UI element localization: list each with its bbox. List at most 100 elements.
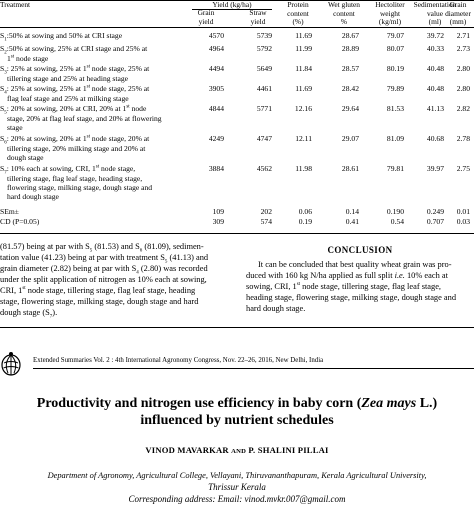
table-cell-diam: 2.80 bbox=[456, 84, 470, 93]
table-cell-straw: 5739 bbox=[256, 31, 272, 40]
table-header-rule bbox=[0, 27, 474, 28]
section-divider-rule bbox=[0, 327, 474, 328]
table-cell-grain: 3884 bbox=[208, 164, 224, 173]
table-cell-sed: 40.68 bbox=[426, 134, 444, 143]
table-cell-sed: 0.249 bbox=[426, 207, 444, 216]
table-cell-diam: 2.82 bbox=[456, 104, 470, 113]
table-cell-protein: 11.69 bbox=[295, 84, 312, 93]
left-line-3: grain diameter (2.82) being at par with … bbox=[0, 264, 208, 276]
left-line-1: (81.57) being at par with S5 (81.53) and… bbox=[0, 242, 204, 254]
table-cell-gluten: 0.14 bbox=[345, 207, 359, 216]
table-cell-hecto: 79.07 bbox=[386, 31, 404, 40]
table-cell-straw: 202 bbox=[260, 207, 272, 216]
header-grain-diameter: Grain diameter (mm) bbox=[445, 0, 471, 27]
table-cell-protein: 0.19 bbox=[298, 217, 312, 226]
table-cell-sed: 40.33 bbox=[426, 44, 444, 53]
table-cell-grain: 4844 bbox=[208, 104, 224, 113]
table-cell-grain: 109 bbox=[212, 207, 224, 216]
table-cell-straw: 574 bbox=[260, 217, 272, 226]
table-cell-hecto: 0.190 bbox=[386, 207, 404, 216]
corresponding-address: Corresponding address: Email: vinod.mvkr… bbox=[128, 494, 346, 504]
table-cell-protein: 11.84 bbox=[295, 64, 312, 73]
treatment-cell: SEm± bbox=[0, 207, 19, 216]
header-sedimentation: Sedimentation value (ml) bbox=[413, 0, 457, 27]
table-cell-straw: 5771 bbox=[256, 104, 272, 113]
table-cell-gluten: 28.89 bbox=[341, 44, 359, 53]
table-cell-sed: 40.48 bbox=[426, 84, 444, 93]
treatment-cell: CD (P=0.05) bbox=[0, 217, 40, 226]
left-line-2: tation value (41.23) being at par with t… bbox=[0, 253, 209, 265]
ornament-logo-icon bbox=[0, 351, 22, 377]
article-title-line-2: influenced by nutrient schedules bbox=[140, 413, 334, 428]
treatment-cell: S1:50% at sowing and 50% at CRI stage bbox=[0, 31, 123, 43]
table-cell-hecto: 81.53 bbox=[386, 104, 404, 113]
table-cell-grain: 4964 bbox=[208, 44, 224, 53]
table-cell-gluten: 28.61 bbox=[341, 164, 359, 173]
table-cell-gluten: 29.07 bbox=[341, 134, 359, 143]
table-cell-hecto: 80.19 bbox=[386, 64, 404, 73]
table-bottom-rule bbox=[0, 233, 474, 234]
article-title-line-1: Productivity and nitrogen use efficiency… bbox=[36, 396, 438, 411]
table-cell-hecto: 0.54 bbox=[390, 217, 404, 226]
table-cell-straw: 5792 bbox=[256, 44, 272, 53]
extended-summaries-line: Extended Summaries Vol. 2 : 4th Internat… bbox=[33, 357, 324, 364]
header-straw-yield: Straw yield bbox=[249, 8, 267, 26]
treatment-cell: S7: 10% each at sowing, CRI, 1st node st… bbox=[0, 164, 153, 201]
table-cell-diam: 0.03 bbox=[456, 217, 470, 226]
table-cell-sed: 41.13 bbox=[426, 104, 444, 113]
table-cell-diam: 2.73 bbox=[456, 44, 470, 53]
table-cell-diam: 2.75 bbox=[456, 164, 470, 173]
table-cell-protein: 12.16 bbox=[294, 104, 312, 113]
treatment-cell: S2:50% at sowing, 25% at CRI stage and 2… bbox=[0, 44, 148, 63]
header-hectoliter: Hectoliter weight (kg/ml) bbox=[375, 0, 405, 27]
table-cell-gluten: 0.41 bbox=[345, 217, 359, 226]
treatment-cell: S6: 20% at sowing, 20% at 1st node stage… bbox=[0, 134, 150, 162]
header-wet-gluten: Wet gluten content% bbox=[327, 0, 361, 27]
table-cell-diam: 2.78 bbox=[456, 134, 470, 143]
table-cell-protein: 11.99 bbox=[295, 44, 312, 53]
table-cell-diam: 0.01 bbox=[456, 207, 470, 216]
left-line-6: stage, flowering stage, milking stage, d… bbox=[0, 297, 199, 306]
table-cell-diam: 2.71 bbox=[456, 31, 470, 40]
table-cell-sed: 0.707 bbox=[426, 217, 444, 226]
table-cell-straw: 4562 bbox=[256, 164, 272, 173]
table-cell-straw: 4747 bbox=[256, 134, 272, 143]
conclusion-line-3: sowing, CRI, 1st node stage, tillering s… bbox=[246, 282, 442, 291]
table-cell-grain: 4249 bbox=[208, 134, 224, 143]
table-cell-sed: 39.72 bbox=[426, 31, 444, 40]
treatment-cell: S3: 25% at sowing, 25% at 1st node stage… bbox=[0, 64, 150, 83]
table-cell-diam: 2.80 bbox=[456, 64, 470, 73]
table-cell-gluten: 28.67 bbox=[341, 31, 359, 40]
article-authors: VINOD MAVARKAR AND P. SHALINI PILLAI bbox=[145, 445, 329, 455]
table-cell-protein: 11.69 bbox=[295, 31, 312, 40]
table-cell-hecto: 79.81 bbox=[386, 164, 404, 173]
extended-summaries-rule bbox=[33, 368, 474, 369]
header-protein: Protein content (%) bbox=[287, 0, 309, 27]
table-cell-grain: 4570 bbox=[208, 31, 224, 40]
treatment-cell: S4: 25% at sowing, 25% at 1st node stage… bbox=[0, 84, 150, 103]
affiliation-line-2: Thrissur Kerala bbox=[208, 482, 266, 492]
table-cell-hecto: 81.09 bbox=[386, 134, 404, 143]
left-line-5: CRI, 1st node stage, tillering stage, fl… bbox=[0, 286, 196, 295]
table-cell-grain: 309 bbox=[212, 217, 224, 226]
conclusion-line-4: heading stage, flowering stage, milking … bbox=[246, 293, 457, 302]
left-line-4: under the split application of nitrogen … bbox=[0, 275, 207, 284]
table-cell-straw: 5649 bbox=[256, 64, 272, 73]
table-cell-grain: 4494 bbox=[208, 64, 224, 73]
table-cell-straw: 4461 bbox=[256, 84, 272, 93]
conclusion-line-2: duced with 160 kg N/ha applied as full s… bbox=[246, 271, 448, 280]
table-cell-grain: 3905 bbox=[208, 84, 224, 93]
header-treatment: Treatment bbox=[0, 0, 31, 9]
table-cell-sed: 39.97 bbox=[426, 164, 444, 173]
left-line-7: dough stage (S7). bbox=[0, 308, 58, 320]
conclusion-line-1: It can be concluded that best quality wh… bbox=[258, 260, 452, 269]
table-top-rule bbox=[0, 0, 474, 1]
table-cell-sed: 40.48 bbox=[426, 64, 444, 73]
conclusion-line-5: hard dough stage. bbox=[246, 304, 306, 313]
table-cell-protein: 11.98 bbox=[295, 164, 312, 173]
yield-group-rule bbox=[192, 9, 272, 10]
table-cell-protein: 0.06 bbox=[298, 207, 312, 216]
table-cell-hecto: 80.07 bbox=[386, 44, 404, 53]
table-cell-protein: 12.11 bbox=[295, 134, 312, 143]
table-cell-gluten: 28.42 bbox=[341, 84, 359, 93]
